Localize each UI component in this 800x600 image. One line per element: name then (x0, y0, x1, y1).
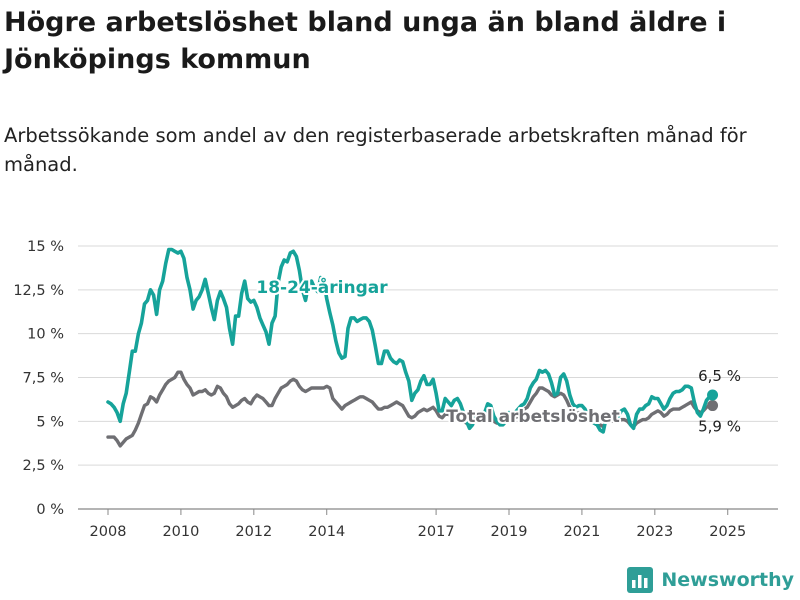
x-tick-label: 2014 (308, 524, 345, 540)
bar-chart-logo-icon (627, 567, 654, 593)
brand-name: Newsworthy (661, 569, 794, 591)
x-tick-label: 2021 (563, 524, 600, 540)
y-tick-label: 15 % (27, 239, 64, 255)
series-line-youth (106, 247, 715, 434)
series-label-total: Total arbetslöshet (446, 407, 620, 427)
y-tick-label: 5 % (36, 414, 64, 430)
series-label-youth: 18-24-åringar (256, 276, 388, 298)
x-tick-label: 2019 (491, 524, 528, 540)
y-axis-ticks: 0 % 2,5 % 5 % 7,5 % 10 % 12,5 % 15 % (13, 239, 64, 518)
end-value-total: 5,9 % (698, 418, 741, 436)
x-tick-label: 2008 (90, 524, 127, 540)
brand-logo: Newsworthy (627, 567, 794, 593)
grid-lines (78, 245, 778, 510)
x-tick-label: 2025 (709, 524, 746, 540)
series-labels: 18-24-åringar Total arbetslöshet 6,5 % 5,9 … (254, 274, 741, 436)
end-point-youth (707, 389, 719, 401)
x-tick-label: 2017 (418, 524, 455, 540)
y-tick-label: 12,5 % (13, 283, 64, 299)
y-tick-label: 7,5 % (23, 371, 64, 387)
y-tick-label: 10 % (27, 327, 64, 343)
x-tick-label: 2023 (636, 524, 673, 540)
y-tick-label: 0 % (36, 502, 64, 518)
x-axis: 2008 2010 2012 2014 2017 2019 2021 2023 2025 (90, 509, 746, 540)
end-point-total (707, 400, 719, 412)
series-lines (106, 247, 719, 448)
chart-subtitle: Arbetssökande som andel av den registerb… (4, 124, 747, 176)
x-tick-label: 2010 (162, 524, 199, 540)
end-value-youth: 6,5 % (698, 367, 741, 385)
x-tick-label: 2012 (235, 524, 272, 540)
chart-title: Högre arbetslöshet bland unga än bland ä… (4, 7, 727, 75)
y-tick-label: 2,5 % (23, 458, 64, 474)
